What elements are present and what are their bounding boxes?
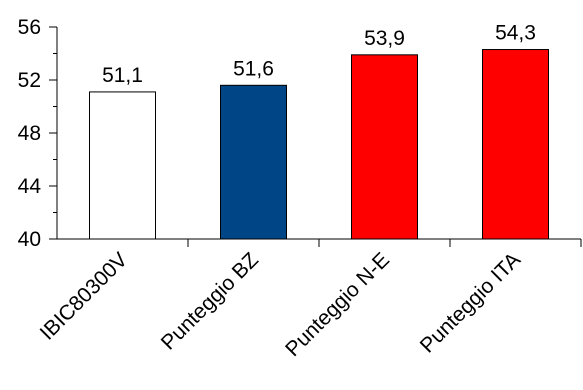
bar-value-label: 54,3: [495, 22, 536, 45]
bar-value-label: 51,1: [102, 64, 143, 87]
category-label: Punteggio N-E: [281, 248, 394, 361]
bar-value-label: 53,9: [364, 27, 405, 50]
bar: [482, 49, 549, 240]
category-label: Punteggio ITA: [416, 248, 525, 357]
bar: [351, 54, 418, 240]
plot-area: 40 44 48 52 56 51,1 IBIC80300V 51,6 Punteggio BZ…: [18, 16, 582, 361]
bar: [89, 91, 156, 240]
category-label: Punteggio BZ: [157, 248, 263, 354]
y-tick-label: 44: [18, 175, 42, 198]
y-tick-label: 56: [18, 16, 41, 39]
category-label: IBIC80300V: [36, 248, 132, 344]
bar: [220, 84, 287, 240]
bar-value-label: 51,6: [233, 57, 274, 80]
y-tick-label: 52: [18, 69, 41, 92]
y-tick-label: 40: [18, 228, 41, 251]
y-tick-label: 48: [18, 122, 41, 145]
